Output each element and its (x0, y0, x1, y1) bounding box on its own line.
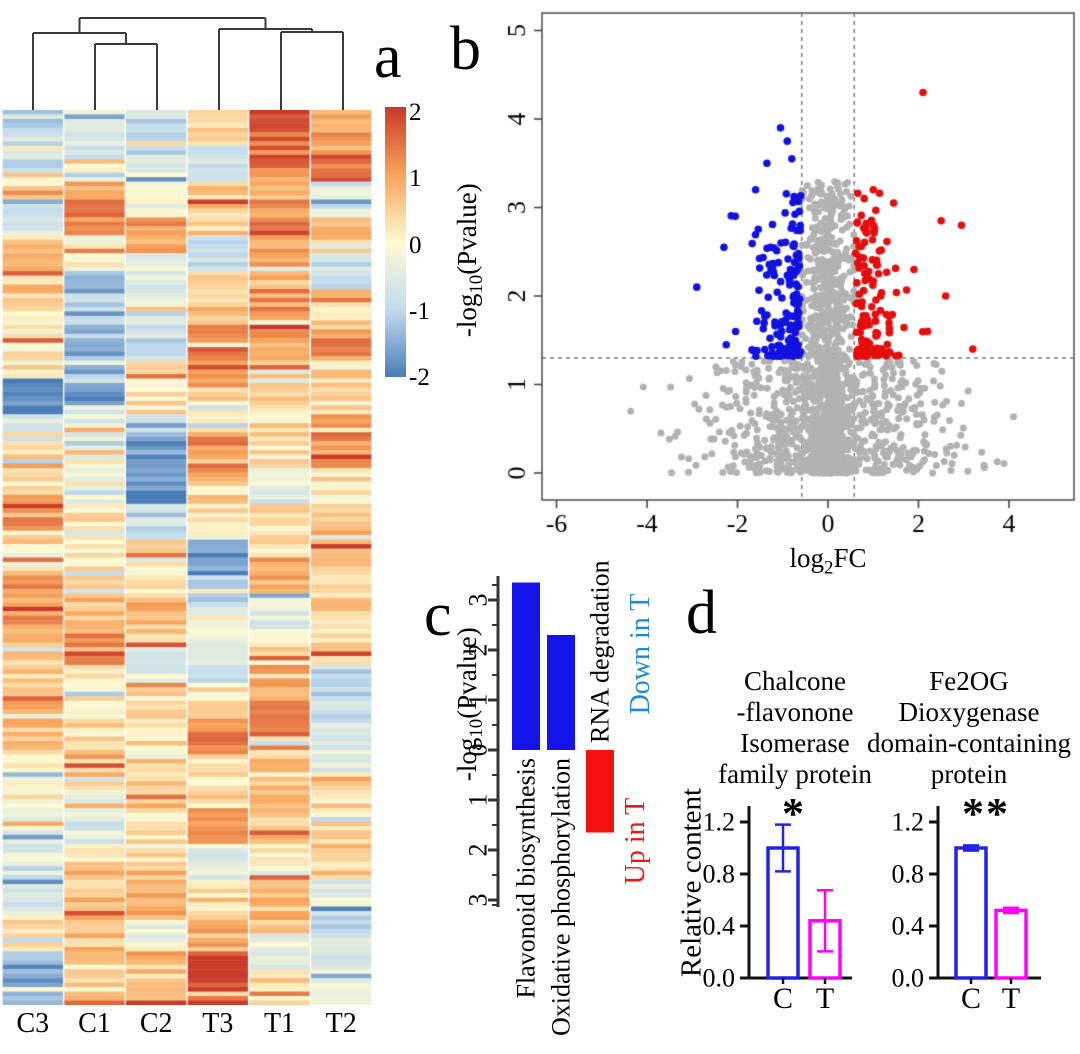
pathway-bar-flavonoid-biosynthesis (512, 582, 540, 750)
title-right-line1: Fe2OG (929, 666, 1009, 696)
heatmap-column-label-t3: T3 (202, 1008, 234, 1039)
pathway-category-label-rna-degradation: RNA degradation (586, 560, 615, 743)
volcano-y-axis-label: -log10(Pvalue) (452, 145, 488, 375)
title-left-line2: -flavonone (736, 697, 854, 727)
colorbar-tick-0: 0 (409, 231, 422, 259)
title-right-line4: protein (930, 759, 1008, 789)
down-in-t-annotation: Down in T (625, 593, 656, 715)
heatmap-column-label-c2: C2 (139, 1008, 173, 1039)
pathway-axis-tick-label: 1 (464, 794, 493, 807)
validation-x-label-c: C (961, 982, 981, 1015)
title-left-line4: family protein (718, 759, 872, 789)
panel-label-a: a (374, 23, 402, 91)
volcano-xlabel-post: FC (833, 543, 867, 573)
heatmap-column-label-c3: C3 (16, 1008, 50, 1039)
pathway-axis-tick-label: 1 (464, 694, 493, 707)
colorbar-tick-1: 1 (409, 165, 422, 193)
validation-y-tick-label: 0.4 (892, 912, 925, 941)
pathway-axis-tick-label: 3 (464, 594, 493, 607)
heatmap-column-label-t1: T1 (263, 1008, 296, 1039)
heatmap-column-label-c1: C1 (78, 1008, 111, 1039)
colorbar-tick-2: 2 (409, 99, 422, 126)
validation-y-tick-label: 0.0 (703, 964, 736, 993)
volcano-ylabel-post: (Pvalue) (451, 183, 482, 275)
validation-x-label-t: T (816, 982, 834, 1015)
pathway-axis-tick-label: 0 (464, 744, 493, 757)
validation-y-tick-label: 0.0 (892, 964, 925, 993)
colorbar-tick--1: -1 (409, 297, 430, 325)
validation-bar-charts: 0.00.40.81.2C T0.00.40.81.2C T (703, 806, 1041, 1015)
validation-x-label-t: T (1002, 982, 1020, 1015)
title-right-line2: Dioxygenase (898, 697, 1040, 727)
validation-y-tick-label: 1.2 (892, 808, 925, 837)
validation-y-tick-label: 0.4 (703, 912, 736, 941)
validation-bar-c-1 (954, 846, 988, 980)
validation-y-tick-label: 0.8 (703, 860, 736, 889)
heatmap-colorbar (385, 107, 406, 377)
validation-title-left: Chalcone -flavonone Isomerase family pro… (710, 666, 880, 790)
pathway-axis-tick-label: 2 (464, 844, 493, 857)
volcano-canvas (430, 0, 1080, 540)
validation-title-right: Fe2OG Dioxygenase domain-containing prot… (858, 666, 1080, 790)
heatmap-canvas (2, 110, 372, 1005)
validation-bar-t-1 (994, 908, 1028, 980)
validation-y-tick-label: 1.2 (703, 808, 736, 837)
pathway-category-label-oxidative-phosphorylation: Oxidative phosphorylation (547, 758, 576, 1036)
title-left-line3: Isomerase (740, 728, 850, 758)
significance-left: * (782, 789, 806, 838)
validation-x-label-c: C (773, 982, 793, 1015)
pathway-bar-rna-degradation (586, 750, 614, 833)
pathway-axis-tick-label: 3 (464, 894, 493, 907)
dendrogram (32, 17, 344, 110)
pathway-axis-tick-label: 2 (464, 644, 493, 657)
panel-label-b: b (450, 15, 481, 83)
volcano-ylabel-pre: -log (451, 293, 482, 338)
title-right-line3: domain-containing (867, 728, 1071, 758)
up-in-t-annotation: Up in T (620, 797, 651, 885)
panel-label-c: c (424, 581, 452, 649)
significance-right: ** (962, 789, 1010, 838)
validation-y-tick-label: 0.8 (892, 860, 925, 889)
heatmap-column-label-t2: T2 (325, 1008, 357, 1039)
volcano-xlabel-pre: log (789, 543, 825, 573)
pathway-bar-chart: 3 2 1 0 1 2 3 Flavonoid biosynthesis Oxidative p… (464, 560, 615, 1036)
volcano-xlabel-sub: 2 (824, 557, 834, 579)
colorbar-tick--2: -2 (409, 364, 430, 391)
panel-label-d: d (686, 579, 717, 647)
pathway-category-label-flavonoid-biosynthesis: Flavonoid biosynthesis (512, 758, 541, 999)
title-left-line1: Chalcone (744, 666, 846, 696)
volcano-x-axis-label: log2FC (768, 543, 888, 579)
pathway-bar-oxidative-phosphorylation (547, 635, 575, 750)
volcano-ylabel-sub: 10 (466, 274, 488, 294)
